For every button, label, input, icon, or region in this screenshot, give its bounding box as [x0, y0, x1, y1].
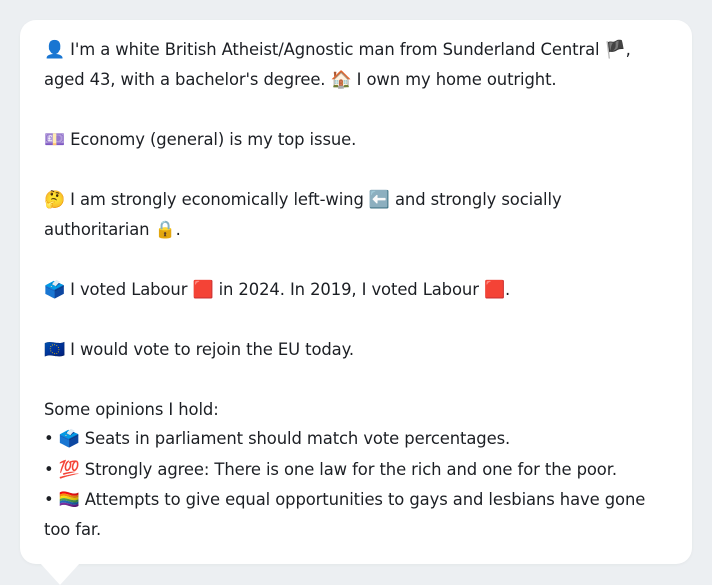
hundred-points-icon: 💯: [58, 459, 80, 480]
opinion-text: Strongly agree: There is one law for the…: [79, 459, 617, 479]
red-square-icon: 🟥: [483, 280, 506, 301]
votes-text-3: .: [504, 280, 511, 300]
opinion-text: Seats in parliament should match vote pe…: [79, 429, 511, 449]
left-arrow-icon: ⬅️: [368, 190, 390, 210]
opinion-text: Attempts to give equal opportunities to …: [44, 490, 646, 540]
opinions-heading: Some opinions I hold:: [44, 399, 219, 419]
votes-text-1: I voted Labour: [65, 280, 193, 300]
pound-banknote-icon: 💷: [44, 130, 66, 151]
england-flag-icon: 🏴: [604, 40, 626, 60]
house-icon: 🏠: [330, 70, 352, 91]
persona-ideology: 🤔 I am strongly economically left-wing ⬅…: [44, 185, 668, 246]
ballot-box-icon: 🗳️: [58, 429, 80, 450]
opinion-item: • 🗳️ Seats in parliament should match vo…: [44, 424, 668, 454]
votes-text-2: in 2024. In 2019, I voted Labour: [213, 280, 484, 300]
lock-icon: 🔒: [154, 220, 176, 241]
ideology-text-3: .: [175, 220, 181, 240]
person-icon: 👤: [44, 40, 66, 60]
bullet: •: [44, 429, 59, 449]
persona-message-bubble: 👤 I'm a white British Atheist/Agnostic m…: [20, 20, 692, 564]
rainbow-flag-icon: 🏳️‍🌈: [58, 490, 80, 511]
opinion-item: • 🏳️‍🌈 Attempts to give equal opportunit…: [44, 485, 668, 545]
persona-voting-history: 🗳️ I voted Labour 🟥 in 2024. In 2019, I …: [44, 275, 668, 305]
intro-text-1: I'm a white British Atheist/Agnostic man…: [65, 40, 605, 59]
red-square-icon: 🟥: [192, 280, 214, 301]
persona-top-issue: 💷 Economy (general) is my top issue.: [44, 125, 668, 155]
thinking-face-icon: 🤔: [44, 190, 66, 210]
bubble-tail: [40, 563, 80, 585]
eu-flag-icon: 🇪🇺: [44, 340, 66, 360]
bullet: •: [44, 459, 59, 479]
intro-text-2: , aged 43, with a bachelor's degree.: [44, 40, 631, 90]
intro-text-3: I own my home outright.: [351, 70, 557, 90]
ideology-text-1: I am strongly economically left-wing: [65, 190, 369, 209]
top-issue-text: Economy (general) is my top issue.: [65, 130, 357, 150]
eu-stance-text: I would vote to rejoin the EU today.: [65, 340, 355, 359]
bullet: •: [44, 490, 59, 510]
ideology-text-2: and strongly socially authoritarian: [44, 190, 562, 240]
ballot-box-icon: 🗳️: [44, 280, 66, 301]
persona-intro: 👤 I'm a white British Atheist/Agnostic m…: [44, 35, 668, 96]
persona-eu-stance: 🇪🇺 I would vote to rejoin the EU today.: [44, 335, 668, 365]
opinion-item: • 💯 Strongly agree: There is one law for…: [44, 455, 668, 485]
